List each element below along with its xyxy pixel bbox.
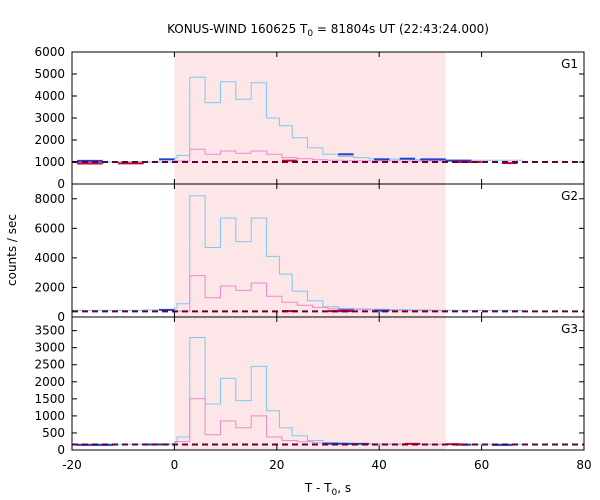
panel-g3: 0 500 1000 1500 2000 2500 3000 3500 G3	[34, 316, 585, 457]
y-tick-label: 1500	[34, 392, 65, 406]
y-tick-label: 8000	[34, 192, 65, 206]
highlight-interval	[174, 52, 446, 184]
y-tick-label: 0	[57, 310, 65, 324]
panel-g2: 0 2000 4000 6000 8000 G2	[34, 183, 585, 324]
x-tick-label: 60	[474, 458, 489, 472]
x-axis-label: T - T0, s	[304, 481, 351, 498]
x-tick-label: 80	[576, 458, 591, 472]
y-tick-label: 5000	[34, 67, 65, 81]
y-tick-label: 6000	[34, 221, 65, 235]
y-tick-label: 0	[57, 177, 65, 191]
x-tick-label: 20	[269, 458, 284, 472]
x-tick-label: 40	[372, 458, 387, 472]
y-tick-label: 3000	[34, 111, 65, 125]
y-tick-label: 2000	[34, 133, 65, 147]
chart-title: KONUS-WIND 160625 T0 = 81804s UT (22:43:…	[167, 22, 489, 39]
y-tick-label: 3500	[34, 324, 65, 338]
panel-frame	[71, 316, 585, 451]
panel-name-label: G1	[561, 57, 578, 71]
x-tick-label: -20	[62, 458, 82, 472]
y-tick-label: 500	[42, 426, 65, 440]
y-tick-label: 1000	[34, 155, 65, 169]
highlight-interval	[174, 317, 446, 450]
light-series-line	[72, 195, 523, 311]
x-tick-label: 0	[171, 458, 179, 472]
y-tick-label: 6000	[34, 45, 65, 59]
y-tick-label: 2000	[34, 280, 65, 294]
panel-name-label: G3	[561, 322, 578, 336]
y-tick-label: 0	[57, 443, 65, 457]
y-axis-label: counts / sec	[5, 214, 19, 286]
y-tick-label: 4000	[34, 251, 65, 265]
panel-name-label: G2	[561, 189, 578, 203]
y-tick-label: 1000	[34, 409, 65, 423]
panel-g1: 0 1000 2000 3000 4000 5000 6000 G1	[34, 45, 585, 191]
highlight-interval	[174, 184, 446, 317]
y-tick-label: 3000	[34, 341, 65, 355]
pink-series-line	[174, 398, 446, 445]
y-tick-label: 4000	[34, 89, 65, 103]
pink-series-line	[174, 148, 446, 162]
y-tick-label: 2500	[34, 358, 65, 372]
y-tick-label: 2000	[34, 375, 65, 389]
